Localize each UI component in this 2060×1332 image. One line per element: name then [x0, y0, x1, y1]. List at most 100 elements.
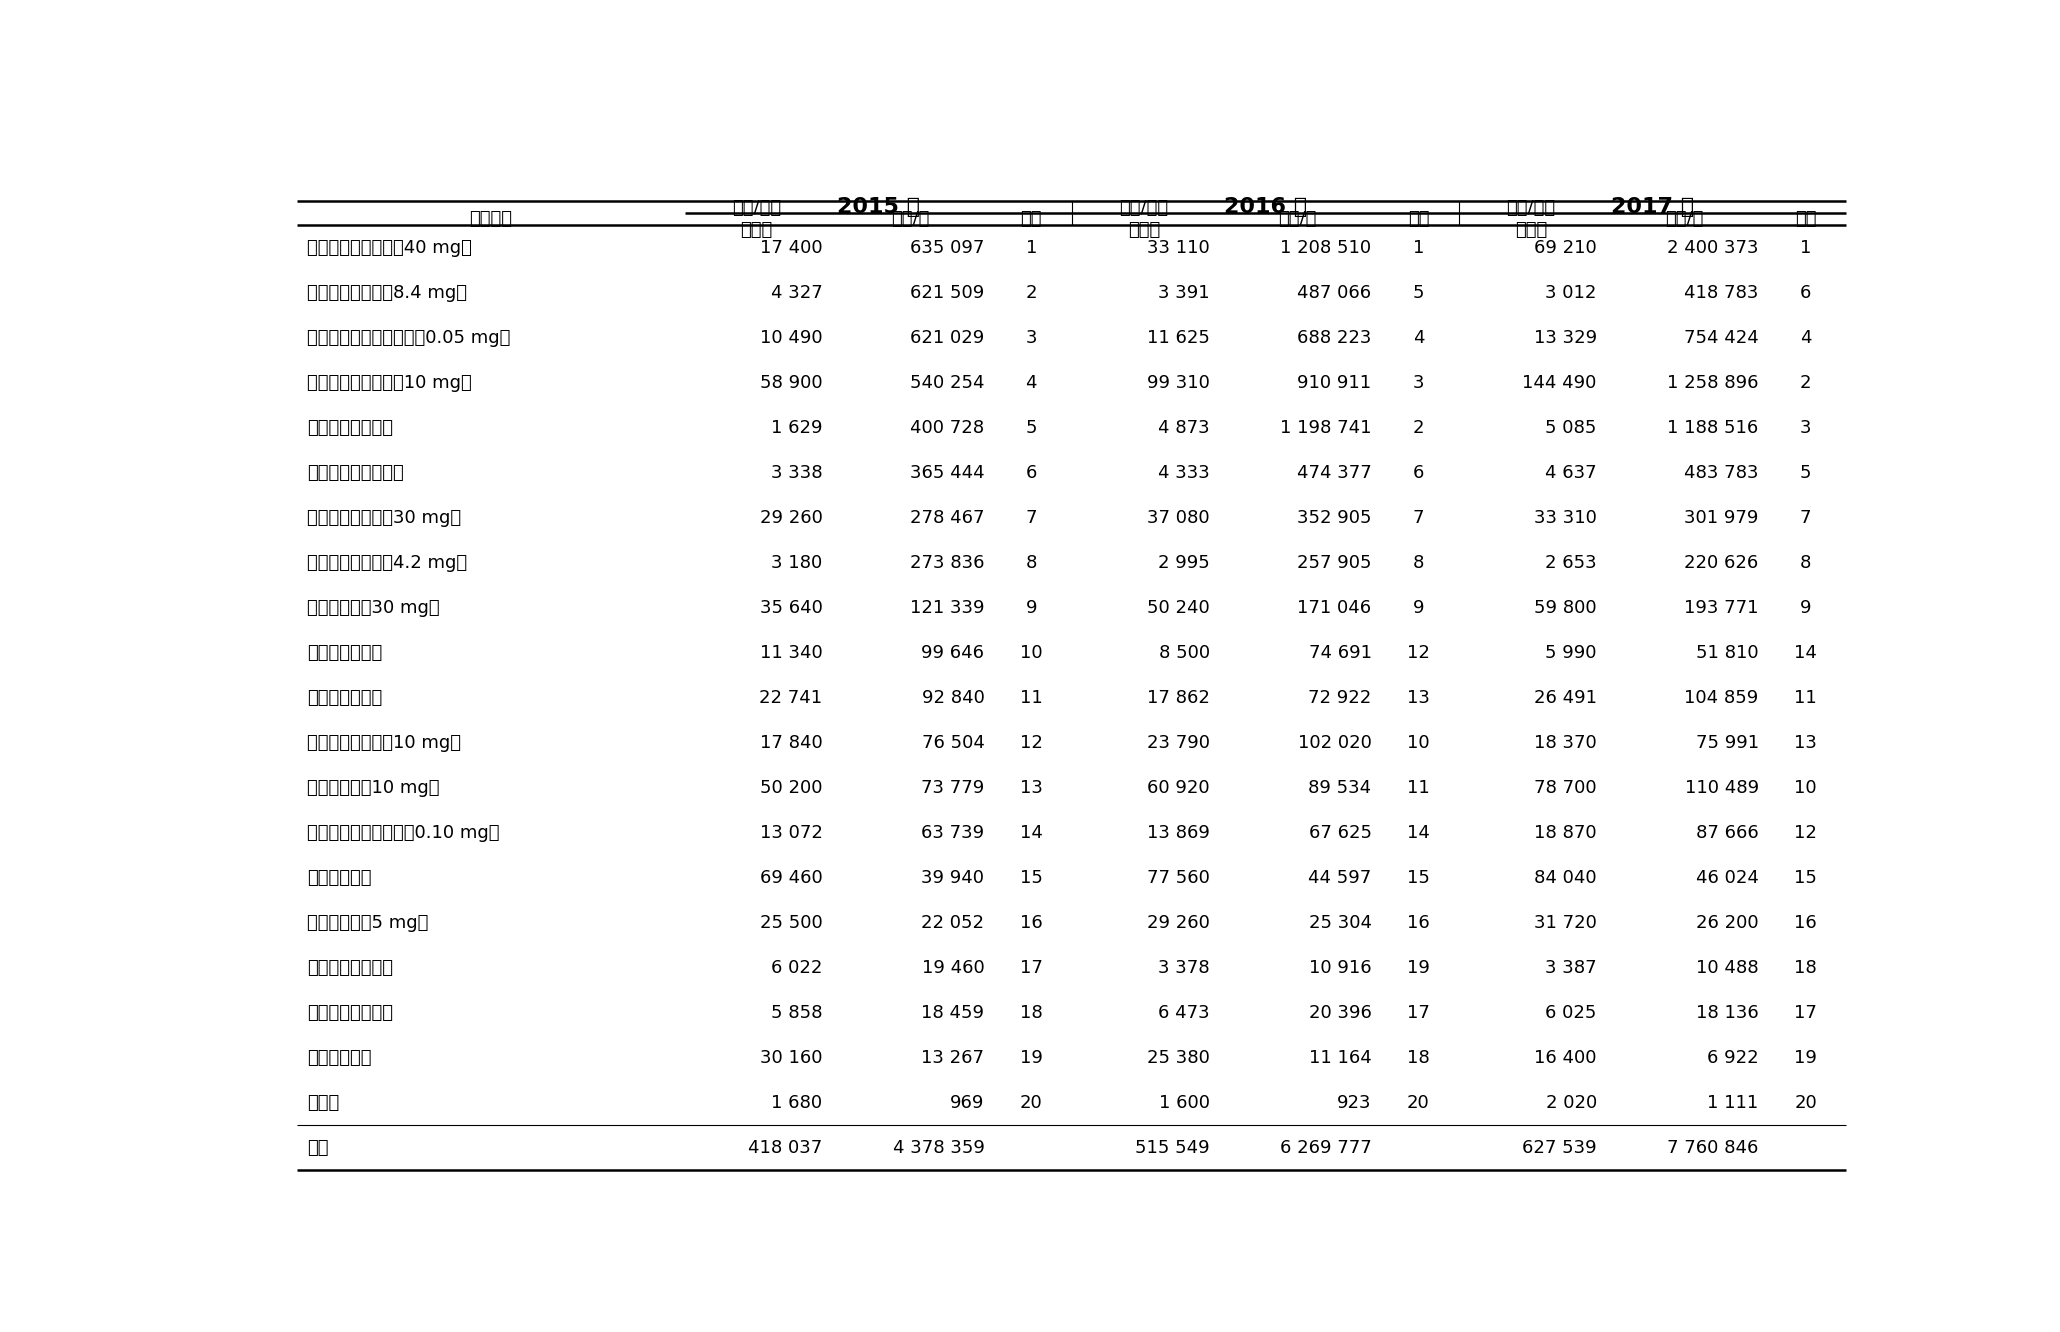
Text: 8: 8 — [1800, 554, 1811, 571]
Text: 483 783: 483 783 — [1685, 464, 1759, 482]
Text: 26 491: 26 491 — [1535, 689, 1596, 707]
Text: 柚樠酸舜芚太尼注射液（0.05 mg）: 柚樠酸舜芚太尼注射液（0.05 mg） — [307, 329, 511, 346]
Text: 19: 19 — [1794, 1048, 1817, 1067]
Text: 63 739: 63 739 — [921, 823, 985, 842]
Text: 盐酸羟考酮缓释片（10 mg）: 盐酸羟考酮缓释片（10 mg） — [307, 374, 472, 392]
Text: 30 160: 30 160 — [760, 1048, 822, 1067]
Text: 17 840: 17 840 — [760, 734, 822, 751]
Text: 6: 6 — [1026, 464, 1036, 482]
Text: 9: 9 — [1026, 599, 1036, 617]
Text: 77 560: 77 560 — [1147, 868, 1209, 887]
Text: 芚太尼透皮贴剂（8.4 mg）: 芚太尼透皮贴剂（8.4 mg） — [307, 284, 468, 302]
Text: 4 637: 4 637 — [1545, 464, 1596, 482]
Text: 278 467: 278 467 — [911, 509, 985, 527]
Text: 13 267: 13 267 — [921, 1048, 985, 1067]
Text: 16 400: 16 400 — [1535, 1048, 1596, 1067]
Text: 金额/元: 金额/元 — [1664, 210, 1704, 228]
Text: 18 870: 18 870 — [1535, 823, 1596, 842]
Text: 1 111: 1 111 — [1708, 1094, 1759, 1112]
Text: 11: 11 — [1794, 689, 1817, 707]
Text: 352 905: 352 905 — [1298, 509, 1372, 527]
Text: 7: 7 — [1800, 509, 1811, 527]
Text: 17 400: 17 400 — [760, 238, 822, 257]
Text: 92 840: 92 840 — [921, 689, 985, 707]
Text: 7: 7 — [1026, 509, 1036, 527]
Text: 87 666: 87 666 — [1695, 823, 1759, 842]
Text: 6 269 777: 6 269 777 — [1279, 1139, 1372, 1156]
Text: 2: 2 — [1026, 284, 1036, 302]
Text: 2: 2 — [1413, 418, 1423, 437]
Text: 合计: 合计 — [307, 1139, 328, 1156]
Text: 58 900: 58 900 — [760, 374, 822, 392]
Text: 3: 3 — [1413, 374, 1423, 392]
Text: 5: 5 — [1413, 284, 1423, 302]
Text: 17: 17 — [1794, 1003, 1817, 1022]
Text: 102 020: 102 020 — [1298, 734, 1372, 751]
Text: 硫酸吐啊缓释片（30 mg）: 硫酸吐啊缓释片（30 mg） — [307, 509, 461, 527]
Text: 51 810: 51 810 — [1695, 643, 1759, 662]
Text: 474 377: 474 377 — [1298, 464, 1372, 482]
Text: 3 387: 3 387 — [1545, 959, 1596, 976]
Text: 10: 10 — [1020, 643, 1042, 662]
Text: 220 626: 220 626 — [1685, 554, 1759, 571]
Text: 16: 16 — [1794, 914, 1817, 931]
Text: 110 489: 110 489 — [1685, 779, 1759, 797]
Text: 9: 9 — [1800, 599, 1811, 617]
Text: 金额/元: 金额/元 — [890, 210, 929, 228]
Text: 14: 14 — [1407, 823, 1430, 842]
Text: 4: 4 — [1026, 374, 1036, 392]
Text: 4: 4 — [1800, 329, 1811, 346]
Text: 50 240: 50 240 — [1147, 599, 1209, 617]
Text: 1 208 510: 1 208 510 — [1281, 238, 1372, 257]
Text: 18 370: 18 370 — [1535, 734, 1596, 751]
Text: 20: 20 — [1020, 1094, 1042, 1112]
Text: 14: 14 — [1020, 823, 1042, 842]
Text: 46 024: 46 024 — [1695, 868, 1759, 887]
Text: 10 490: 10 490 — [760, 329, 822, 346]
Text: 盐酸吐啊注射液: 盐酸吐啊注射液 — [307, 689, 383, 707]
Text: 18: 18 — [1407, 1048, 1430, 1067]
Text: 数量/片、
贴、支: 数量/片、 贴、支 — [1506, 198, 1555, 240]
Text: 2 020: 2 020 — [1545, 1094, 1596, 1112]
Text: 磷酸可待因片: 磷酸可待因片 — [307, 868, 371, 887]
Text: 99 310: 99 310 — [1147, 374, 1209, 392]
Text: 104 859: 104 859 — [1685, 689, 1759, 707]
Text: 10 916: 10 916 — [1308, 959, 1372, 976]
Text: 1 258 896: 1 258 896 — [1667, 374, 1759, 392]
Text: 芚太尼透皮贴剂（4.2 mg）: 芚太尼透皮贴剂（4.2 mg） — [307, 554, 468, 571]
Text: 540 254: 540 254 — [911, 374, 985, 392]
Text: 301 979: 301 979 — [1685, 509, 1759, 527]
Text: 盐酸吐啊片（5 mg）: 盐酸吐啊片（5 mg） — [307, 914, 428, 931]
Text: 25 304: 25 304 — [1308, 914, 1372, 931]
Text: 14: 14 — [1794, 643, 1817, 662]
Text: 4 333: 4 333 — [1158, 464, 1209, 482]
Text: 15: 15 — [1794, 868, 1817, 887]
Text: 5: 5 — [1026, 418, 1036, 437]
Text: 盐酸吐啊控释片: 盐酸吐啊控释片 — [307, 643, 383, 662]
Text: 13 869: 13 869 — [1147, 823, 1209, 842]
Text: 13 072: 13 072 — [760, 823, 822, 842]
Text: 16: 16 — [1407, 914, 1430, 931]
Text: 15: 15 — [1020, 868, 1042, 887]
Text: 1: 1 — [1413, 238, 1423, 257]
Text: 635 097: 635 097 — [911, 238, 985, 257]
Text: 药品名称: 药品名称 — [470, 210, 513, 228]
Text: 18 459: 18 459 — [921, 1003, 985, 1022]
Text: 74 691: 74 691 — [1308, 643, 1372, 662]
Text: 20 396: 20 396 — [1308, 1003, 1372, 1022]
Text: 621 509: 621 509 — [911, 284, 985, 302]
Text: 6 022: 6 022 — [770, 959, 822, 976]
Text: 19: 19 — [1407, 959, 1430, 976]
Text: 17: 17 — [1020, 959, 1042, 976]
Text: 9: 9 — [1413, 599, 1423, 617]
Text: 20: 20 — [1407, 1094, 1430, 1112]
Text: 排名: 排名 — [1794, 210, 1817, 228]
Text: 2 995: 2 995 — [1158, 554, 1209, 571]
Text: 2016 年: 2016 年 — [1224, 197, 1306, 217]
Text: 121 339: 121 339 — [911, 599, 985, 617]
Text: 75 991: 75 991 — [1695, 734, 1759, 751]
Text: 621 029: 621 029 — [911, 329, 985, 346]
Text: 盐酸厘替咚注射液: 盐酸厘替咚注射液 — [307, 959, 393, 976]
Text: 6 922: 6 922 — [1708, 1048, 1759, 1067]
Text: 1 680: 1 680 — [770, 1094, 822, 1112]
